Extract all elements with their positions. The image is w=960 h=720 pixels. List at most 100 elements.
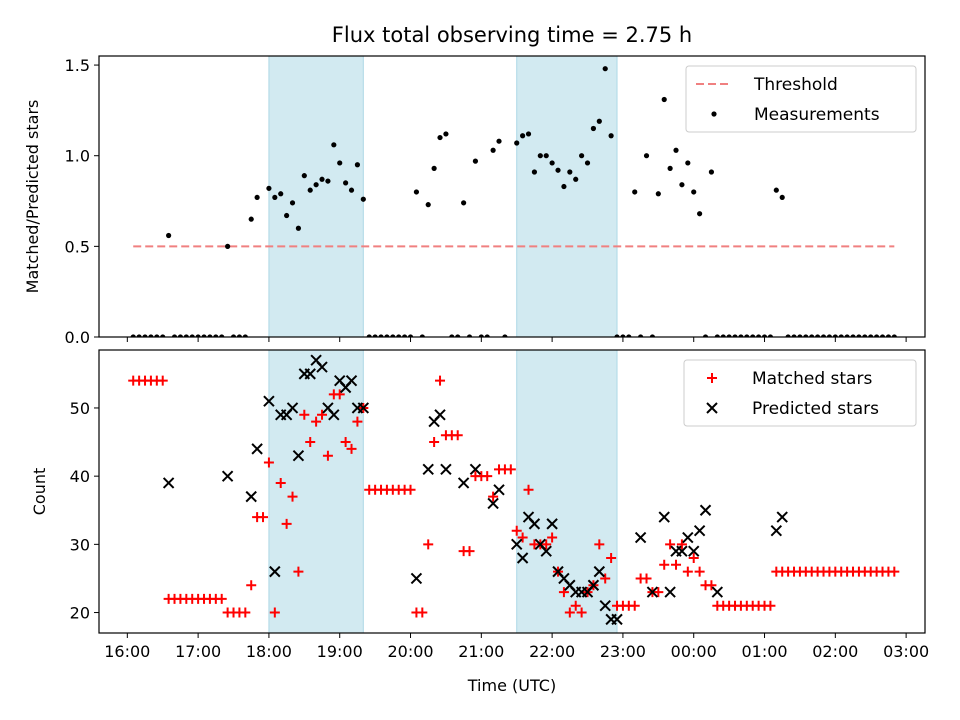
y-axis-label: Count xyxy=(30,468,49,516)
chart-title: Flux total observing time = 2.75 h xyxy=(332,23,692,47)
measurement-point xyxy=(525,131,532,137)
x-tick-label: 22:00 xyxy=(529,642,575,661)
matched-point xyxy=(564,607,575,618)
matched-point xyxy=(246,580,257,591)
y-tick-label: 20 xyxy=(70,604,90,623)
x-tick-label: 03:00 xyxy=(883,642,929,661)
matched-point xyxy=(547,532,558,543)
measurement-point xyxy=(189,334,195,337)
measurement-point xyxy=(307,187,313,193)
predicted-point xyxy=(221,470,234,482)
measurement-point xyxy=(874,334,880,337)
shaded-interval xyxy=(268,55,364,338)
measurement-point xyxy=(691,189,697,195)
measurement-point xyxy=(443,131,449,137)
matched-point xyxy=(311,416,322,427)
measurement-point xyxy=(455,334,461,337)
measurement-point xyxy=(289,200,296,206)
measurement-point xyxy=(413,189,420,195)
predicted-point xyxy=(664,586,676,598)
measurement-point xyxy=(549,160,555,166)
matched-point xyxy=(317,409,328,420)
x-tick-label: 16:00 xyxy=(104,642,150,661)
measurement-point xyxy=(295,225,302,231)
x-tick-label: 02:00 xyxy=(812,642,858,661)
legend-label: Threshold xyxy=(753,75,838,95)
matched-point xyxy=(606,552,617,563)
measurement-point xyxy=(390,334,396,337)
matched-point xyxy=(429,437,440,448)
matched-point xyxy=(305,437,316,448)
predicted-point xyxy=(440,463,452,476)
matched-point xyxy=(641,573,652,584)
legend-predicted-swatch xyxy=(706,402,718,414)
predicted-point xyxy=(469,463,482,476)
predicted-point xyxy=(357,402,370,414)
predicted-point xyxy=(511,538,523,551)
bottom-panel: 20 30 40 50 16:00 17:00 18:00 19:00 20:00 21:00 22… xyxy=(30,349,929,695)
measurement-point xyxy=(862,334,868,337)
matched-point xyxy=(482,471,493,482)
measurement-point xyxy=(496,138,502,144)
measurement-point xyxy=(272,194,278,201)
matched-point xyxy=(488,491,499,502)
measurement-point xyxy=(579,153,585,159)
predicted-point xyxy=(410,572,423,585)
axes-frame xyxy=(98,55,926,338)
measurement-point xyxy=(638,334,644,337)
measurement-point xyxy=(236,334,243,337)
predicted-point xyxy=(770,525,783,537)
predicted-point xyxy=(646,586,659,598)
predicted-point xyxy=(611,613,623,626)
predicted-point xyxy=(546,518,558,530)
measurement-point xyxy=(620,334,626,337)
measurement-point xyxy=(661,96,667,103)
measurement-point xyxy=(254,194,260,201)
measurement-point xyxy=(761,334,768,337)
measurement-point xyxy=(649,334,656,337)
measurement-point xyxy=(148,334,154,337)
matched-point xyxy=(558,587,569,598)
predicted-point xyxy=(269,565,281,578)
measurement-point xyxy=(278,191,284,197)
measurement-point xyxy=(183,334,189,337)
measurement-point xyxy=(856,334,862,337)
matched-point xyxy=(334,389,345,400)
predicted-point xyxy=(658,511,670,523)
measurement-point xyxy=(838,334,844,337)
measurement-point xyxy=(773,187,779,193)
measurement-point xyxy=(820,334,827,337)
measurement-point xyxy=(826,334,833,337)
measurement-point xyxy=(555,167,561,173)
y-tick-label: 30 xyxy=(70,535,90,554)
measurement-point xyxy=(803,334,809,337)
x-axis-label: Time (UTC) xyxy=(467,676,556,695)
legend-box xyxy=(685,65,917,133)
predicted-point xyxy=(292,449,305,462)
matched-point xyxy=(505,464,516,475)
x-tick-label: 18:00 xyxy=(246,642,292,661)
matched-point xyxy=(517,532,528,543)
measurement-point xyxy=(419,334,425,337)
measurement-point xyxy=(756,334,762,337)
measurement-point xyxy=(378,334,384,337)
legend-label: Predicted stars xyxy=(752,399,879,419)
measurement-point xyxy=(832,334,838,337)
predicted-point xyxy=(693,525,706,537)
measurement-point xyxy=(354,162,361,168)
predicted-point xyxy=(434,409,446,421)
measurement-point xyxy=(466,334,473,337)
measurement-point xyxy=(679,182,685,188)
measurement-point xyxy=(885,334,892,337)
measurement-point xyxy=(626,334,632,337)
measurement-point xyxy=(726,334,732,337)
measurement-point xyxy=(372,334,378,337)
measurement-point xyxy=(868,334,874,337)
matched-point xyxy=(570,600,581,611)
matched-point xyxy=(600,573,611,584)
predicted-point xyxy=(540,545,552,557)
matched-point xyxy=(452,430,463,441)
matched-point xyxy=(706,580,717,591)
predicted-point xyxy=(516,552,529,564)
